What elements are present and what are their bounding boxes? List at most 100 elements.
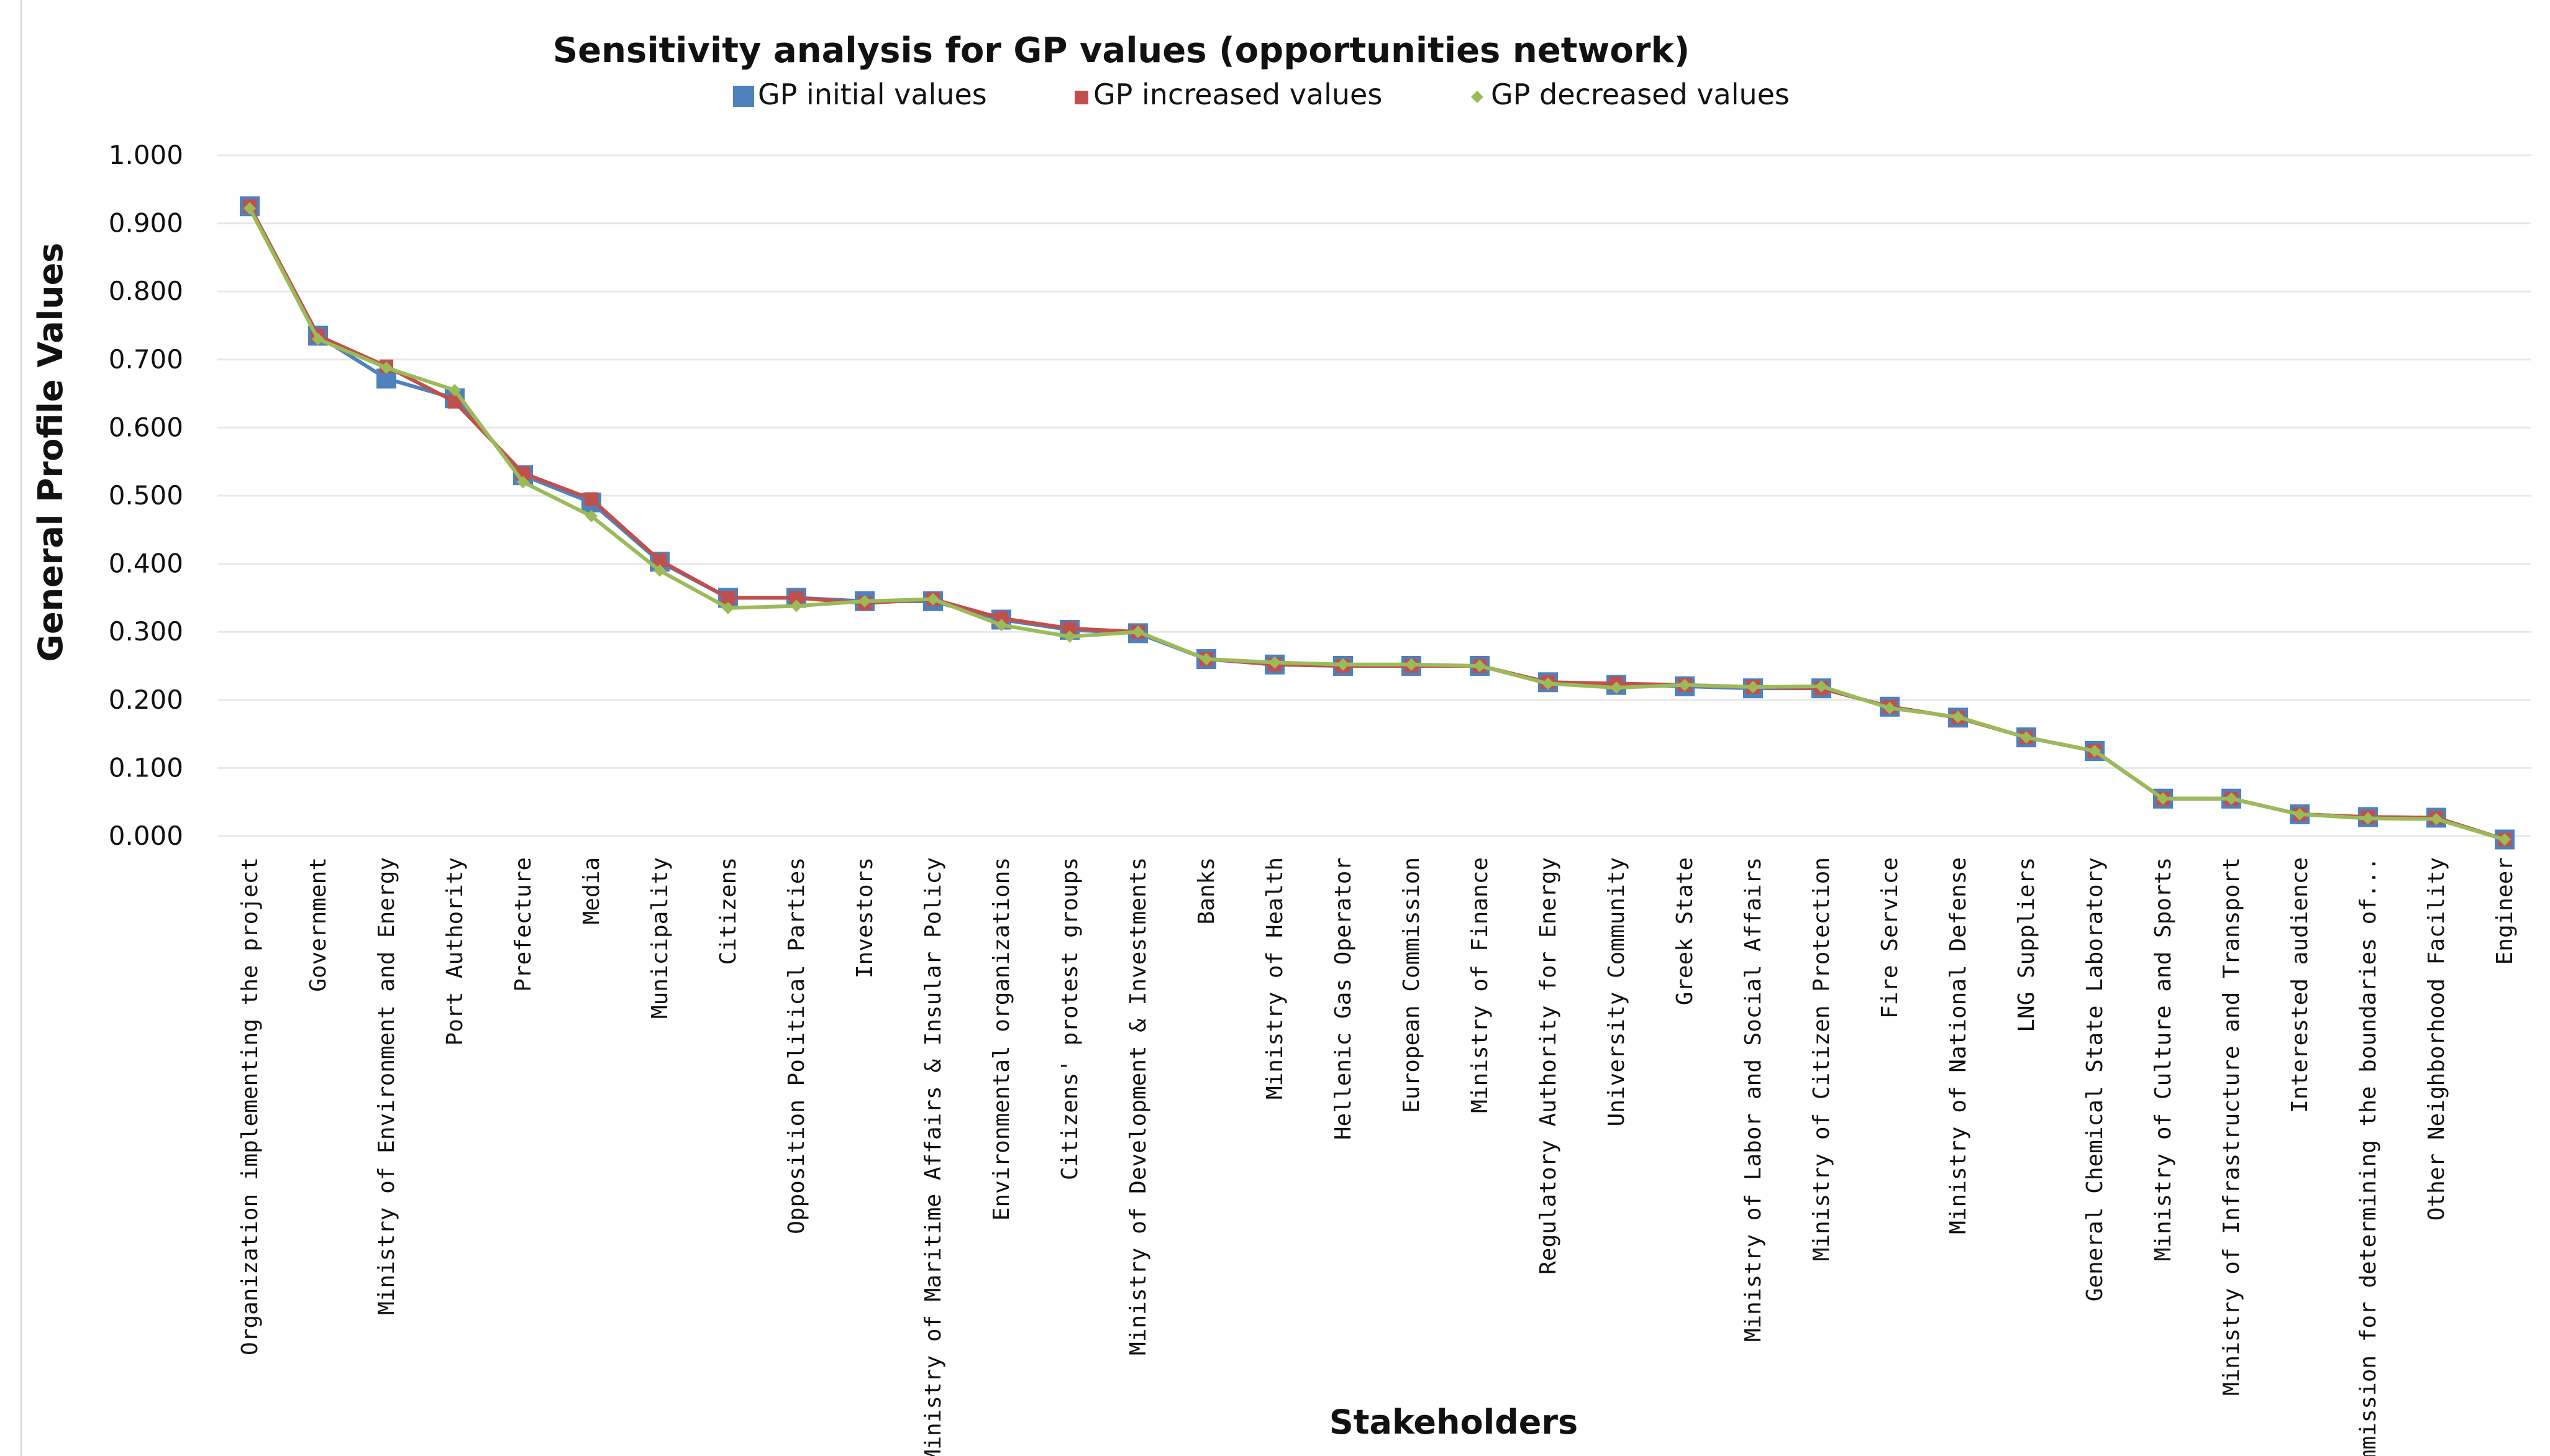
data-point — [585, 492, 598, 506]
data-point — [1952, 711, 1964, 724]
y-axis-title: General Profile Values — [31, 243, 70, 662]
x-tick-label: Ministry of National Defense — [1946, 857, 1971, 1234]
data-point — [927, 593, 939, 606]
x-tick-label: Ministry of Infrastructure and Transport — [2219, 857, 2244, 1396]
x-tick-label: LNG Suppliers — [2014, 857, 2039, 1032]
legend-swatch — [733, 86, 754, 107]
data-point — [2498, 833, 2511, 846]
legend-swatch — [1471, 91, 1483, 103]
series-line — [248, 207, 2505, 842]
data-point — [1678, 678, 1691, 691]
x-tick-label: Citizens — [716, 857, 741, 965]
x-tick-label: Opposition Political Parties — [784, 857, 809, 1234]
data-point — [1063, 621, 1077, 635]
data-point — [790, 599, 803, 612]
x-tick-label: Ministry of Labor and Social Affairs — [1741, 857, 1766, 1342]
x-tick-label: Organization implementing the project — [237, 857, 263, 1355]
series-group — [240, 196, 2515, 850]
data-point — [1063, 630, 1076, 643]
data-point — [2020, 731, 2033, 744]
data-point — [517, 476, 529, 489]
data-point — [2362, 812, 2374, 825]
y-tick-label: 0.800 — [109, 276, 183, 306]
data-point — [448, 394, 462, 409]
y-tick-label: 0.600 — [109, 412, 183, 442]
y-tick-label: 0.500 — [109, 480, 183, 511]
data-point — [380, 361, 393, 374]
y-tick-label: 1.000 — [109, 140, 183, 170]
x-axis-title: Stakeholders — [1329, 1403, 1578, 1442]
x-tick-label: Ministry of Environment and Energy — [374, 857, 399, 1315]
data-point — [1542, 677, 1554, 690]
data-point — [1883, 701, 1896, 714]
data-point — [995, 611, 1008, 626]
data-point — [449, 384, 461, 397]
data-point — [1747, 680, 1759, 693]
data-point — [2293, 808, 2306, 821]
x-tick-label: Ministry of Culture and Sports — [2151, 857, 2176, 1261]
data-point — [1610, 681, 1623, 694]
x-tick-label: Government — [306, 857, 331, 992]
x-tick-label: Ministry of Health — [1262, 857, 1288, 1099]
data-point — [1268, 656, 1281, 669]
x-tick-label: Media — [579, 857, 604, 924]
legend-label: GP increased values — [1093, 78, 1382, 111]
legend-item: GP increased values — [1075, 78, 1382, 111]
x-tick-label: Municipality — [647, 857, 673, 1019]
data-point — [790, 591, 803, 605]
chart-title: Sensitivity analysis for GP values (oppo… — [553, 30, 1690, 71]
x-tick-label: University Community — [1604, 857, 1629, 1126]
data-point — [312, 332, 324, 345]
series-3 — [244, 202, 2511, 846]
x-tick-label: Regulatory Authority for Energy — [1536, 857, 1561, 1275]
x-tick-label: Ministry of Finance — [1467, 857, 1493, 1113]
data-point — [653, 564, 666, 577]
data-point — [858, 594, 871, 607]
x-tick-label: Citizens' protest groups — [1057, 857, 1083, 1180]
data-point — [244, 202, 256, 215]
x-tick-label: General Chemical State Laboratory — [2082, 857, 2108, 1301]
legend-swatch — [1075, 91, 1088, 104]
data-point — [2430, 812, 2443, 826]
chart-area-frame — [20, 0, 2550, 1456]
data-point — [2225, 792, 2238, 805]
data-point — [1200, 653, 1213, 666]
gridlines — [217, 154, 2531, 837]
y-axis-ticks: 1.000 0.900 0.800 0.700 0.600 0.500 0.400 0.300… — [109, 140, 183, 851]
y-tick-label: 0.700 — [109, 344, 183, 375]
data-point — [653, 553, 667, 568]
data-point — [1473, 660, 1486, 672]
data-point — [1337, 658, 1349, 671]
x-tick-label: Hellenic Gas Operator — [1331, 857, 1356, 1140]
y-tick-label: 0.000 — [109, 821, 183, 851]
x-axis-labels: Organization implementing the project Gov… — [237, 857, 2518, 1456]
x-tick-label: Port Authority — [442, 857, 468, 1045]
y-tick-label: 0.900 — [109, 208, 183, 239]
x-tick-label: Prefecture — [511, 857, 536, 992]
x-tick-label: Banks — [1194, 857, 1219, 924]
x-tick-label: Ministry of Development & Investments — [1126, 857, 1151, 1355]
y-tick-label: 0.300 — [109, 616, 183, 647]
legend: GP initial values GP increased values GP d… — [733, 78, 1790, 111]
legend-label: GP initial values — [758, 78, 987, 111]
y-tick-label: 0.400 — [109, 548, 183, 579]
x-tick-label: Ministry of Maritime Affairs & Insular P… — [921, 857, 946, 1456]
data-point — [995, 619, 1008, 632]
x-tick-label: European Commission — [1399, 857, 1424, 1113]
x-tick-label: Interested audience — [2287, 857, 2313, 1113]
x-tick-label: Other Neighborhood Facility — [2424, 857, 2449, 1221]
legend-item: GP decreased values — [1471, 78, 1790, 111]
y-tick-label: 0.200 — [109, 685, 183, 715]
data-point — [1132, 626, 1144, 639]
legend-item: GP initial values — [733, 78, 987, 111]
x-tick-label: Fire Service — [1877, 857, 1903, 1019]
data-point — [722, 601, 734, 614]
data-point — [2157, 792, 2169, 805]
x-tick-label: Greek State — [1672, 857, 1698, 1005]
legend-label: GP decreased values — [1491, 78, 1790, 111]
data-point — [1815, 680, 1828, 693]
x-tick-label: Ministry of Citizen Protection — [1809, 857, 1834, 1261]
x-tick-label: Engineer — [2492, 857, 2518, 965]
x-tick-label: Commission for determining the boundarie… — [2356, 857, 2381, 1456]
